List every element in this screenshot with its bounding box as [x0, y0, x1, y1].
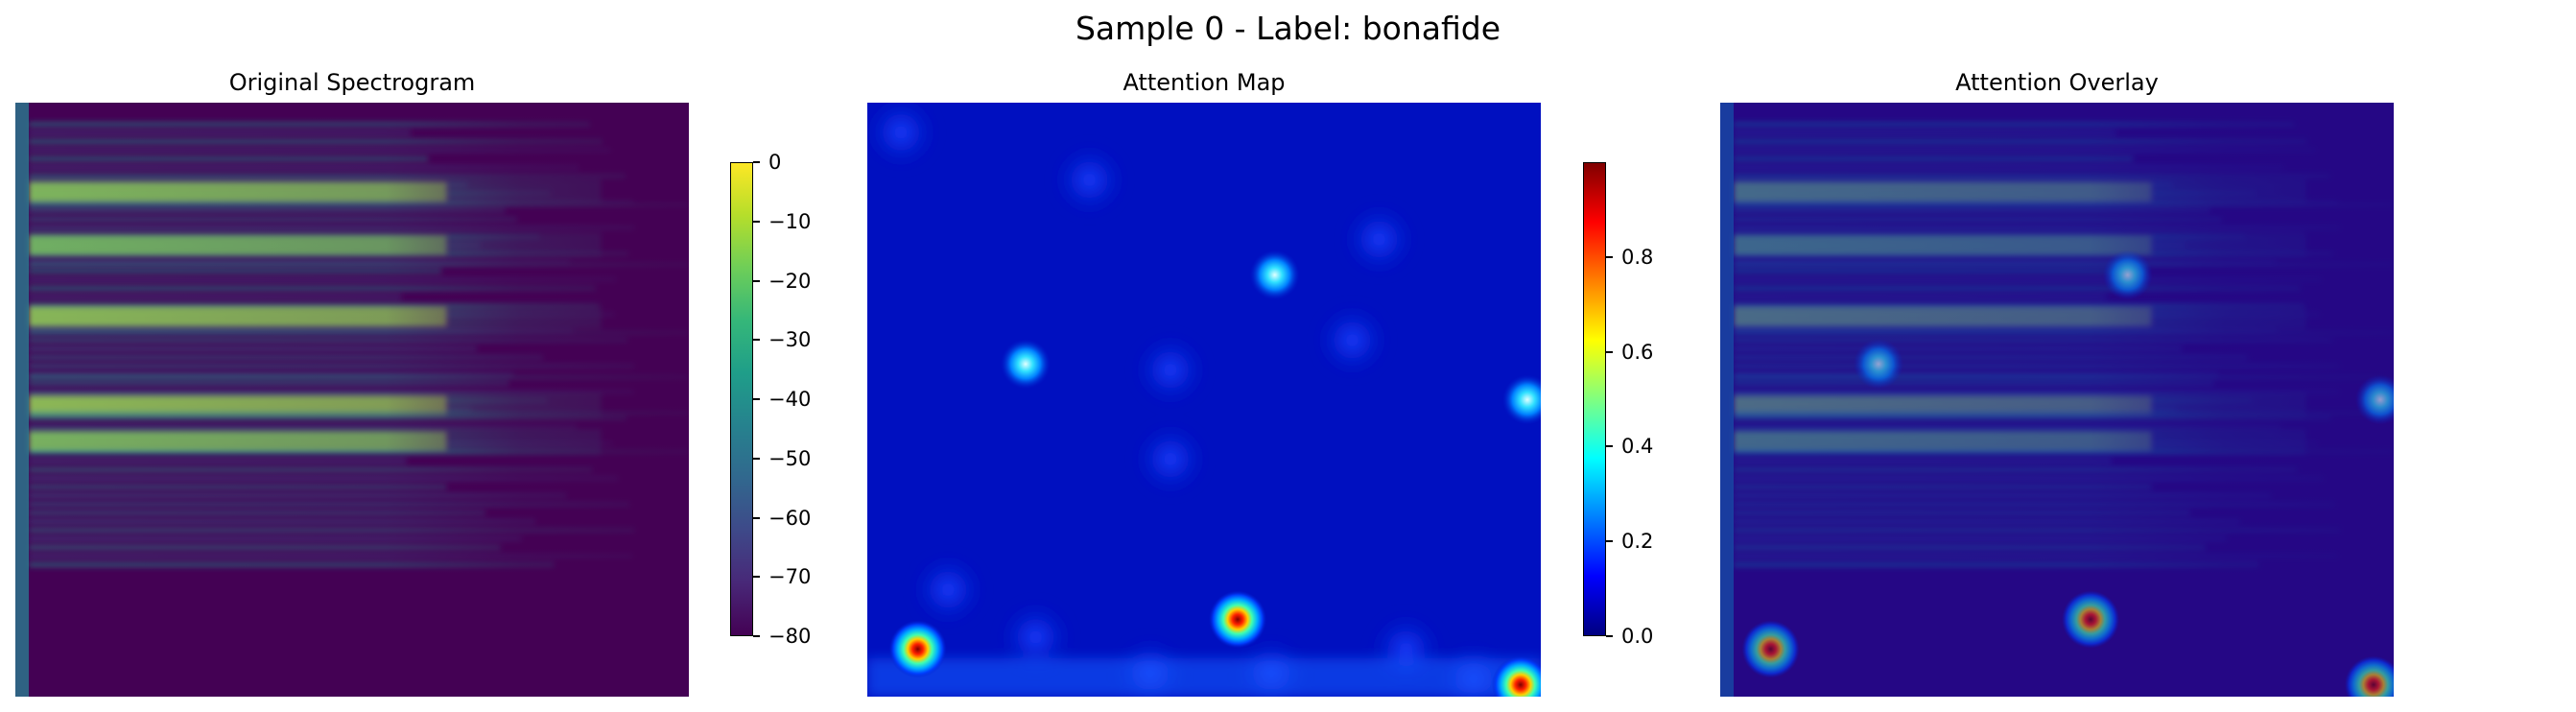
attention-faint-blob: [867, 103, 938, 169]
attention-hotspot: [1249, 249, 1300, 300]
cbar1-tick: −30: [768, 328, 812, 352]
cbar1-tick: 0: [768, 151, 782, 174]
attention-hotspot: [2354, 374, 2394, 425]
attention-hotspot: [1741, 620, 1800, 678]
cbar2-tick: 0.4: [1621, 435, 1654, 459]
attention-hotspot: [1853, 339, 1903, 390]
attention-faint-blob: [1052, 143, 1126, 217]
cbar1-tick: −80: [768, 625, 812, 648]
overlay-svg: [1720, 103, 2394, 697]
cbar1-tick: −70: [768, 565, 812, 589]
attention-faint-blob: [1133, 422, 1207, 496]
attention-faint-blob: [911, 553, 985, 627]
attention-hotspot: [1491, 655, 1541, 697]
cbar2-tick: 0.6: [1621, 340, 1654, 364]
cbar1-tick: −40: [768, 388, 812, 411]
attention-faint-blob: [1342, 202, 1416, 276]
cbar2-tick: 0.0: [1621, 625, 1654, 648]
attention-map-title: Attention Map: [1123, 69, 1286, 96]
attention-hotspot: [1209, 590, 1267, 649]
attention-hotspot: [888, 620, 947, 678]
attention-hotspot: [1501, 374, 1541, 425]
spectrogram-title: Original Spectrogram: [228, 69, 476, 96]
cbar1-tick: −60: [768, 506, 812, 530]
attention-bottom-glow: [867, 658, 1541, 697]
attention-hotspot: [1000, 339, 1051, 390]
cbar1-tick: −20: [768, 269, 812, 293]
attention-faint-blob: [1315, 303, 1389, 377]
attention-faint-blob: [999, 601, 1073, 675]
cbar2-tick: 0.8: [1621, 245, 1654, 269]
attention-hotspot: [2102, 249, 2153, 300]
cbar2-tick: 0.2: [1621, 530, 1654, 554]
attention-hotspot: [2344, 655, 2394, 697]
attention-colorbar-ticks: 0.0 0.2 0.4 0.6 0.8: [1606, 162, 1692, 648]
cbar1-tick: −50: [768, 446, 812, 470]
attention-overlay-title: Attention Overlay: [1955, 69, 2159, 96]
attention-overlay-image: [1720, 103, 2394, 697]
spectrogram-image: [15, 103, 689, 697]
attention-map-image: [867, 103, 1541, 697]
spectrogram-colorbar: [730, 162, 753, 636]
spectrogram-svg: [15, 103, 689, 697]
attention-hotspot: [2062, 590, 2120, 649]
attention-faint-blob: [1133, 333, 1207, 407]
figure-title: Sample 0 - Label: bonafide: [1075, 10, 1501, 47]
cbar1-tick: −10: [768, 209, 812, 233]
attention-colorbar: [1583, 162, 1606, 636]
spectrogram-colorbar-ticks: 0 −10 −20 −30 −40 −50 −60 −70 −80: [753, 151, 839, 648]
attention-map-svg: [867, 103, 1541, 697]
